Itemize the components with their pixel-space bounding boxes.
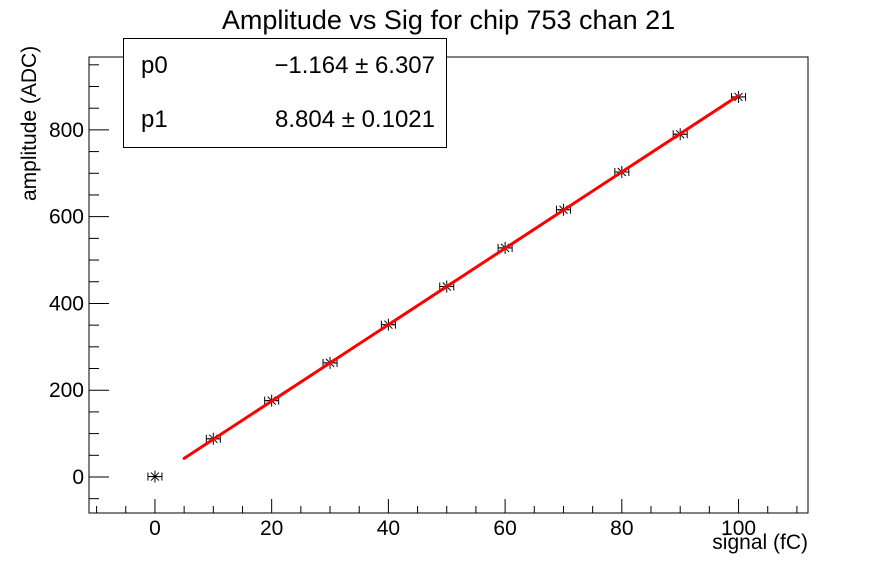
asterisk-marker xyxy=(150,472,160,481)
fit-line xyxy=(182,94,741,460)
chart-title: Amplitude vs Sig for chip 753 chan 21 xyxy=(221,5,676,35)
y-tick-label: 0 xyxy=(72,466,84,489)
x-tick-label: 60 xyxy=(493,517,516,540)
stat-value-p0: −1.164 ± 6.307 xyxy=(274,52,435,79)
x-axis-title: signal (fC) xyxy=(712,531,808,554)
x-tick-label: 100 xyxy=(721,517,756,540)
y-axis-title: amplitude (ADC) xyxy=(18,45,41,201)
x-tick-label: 20 xyxy=(260,517,283,540)
y-tick-label: 200 xyxy=(49,379,84,402)
stat-value-p1: 8.804 ± 0.1021 xyxy=(275,106,435,133)
stat-row-p0: p0 −1.164 ± 6.307 xyxy=(124,39,446,93)
y-tick-label: 400 xyxy=(49,292,84,315)
y-tick-label: 800 xyxy=(49,119,84,142)
stat-row-p1: p1 8.804 ± 0.1021 xyxy=(124,93,446,147)
data-point xyxy=(147,470,163,483)
plot-frame xyxy=(88,56,809,514)
y-tick-label: 600 xyxy=(49,206,84,229)
stat-name-p0: p0 xyxy=(141,52,168,79)
stats-box: p0 −1.164 ± 6.307 p1 8.804 ± 0.1021 xyxy=(123,38,447,148)
stat-name-p1: p1 xyxy=(141,106,168,133)
x-tick-label: 40 xyxy=(377,517,400,540)
x-tick-label: 80 xyxy=(610,517,633,540)
x-tick-label: 0 xyxy=(149,517,161,540)
